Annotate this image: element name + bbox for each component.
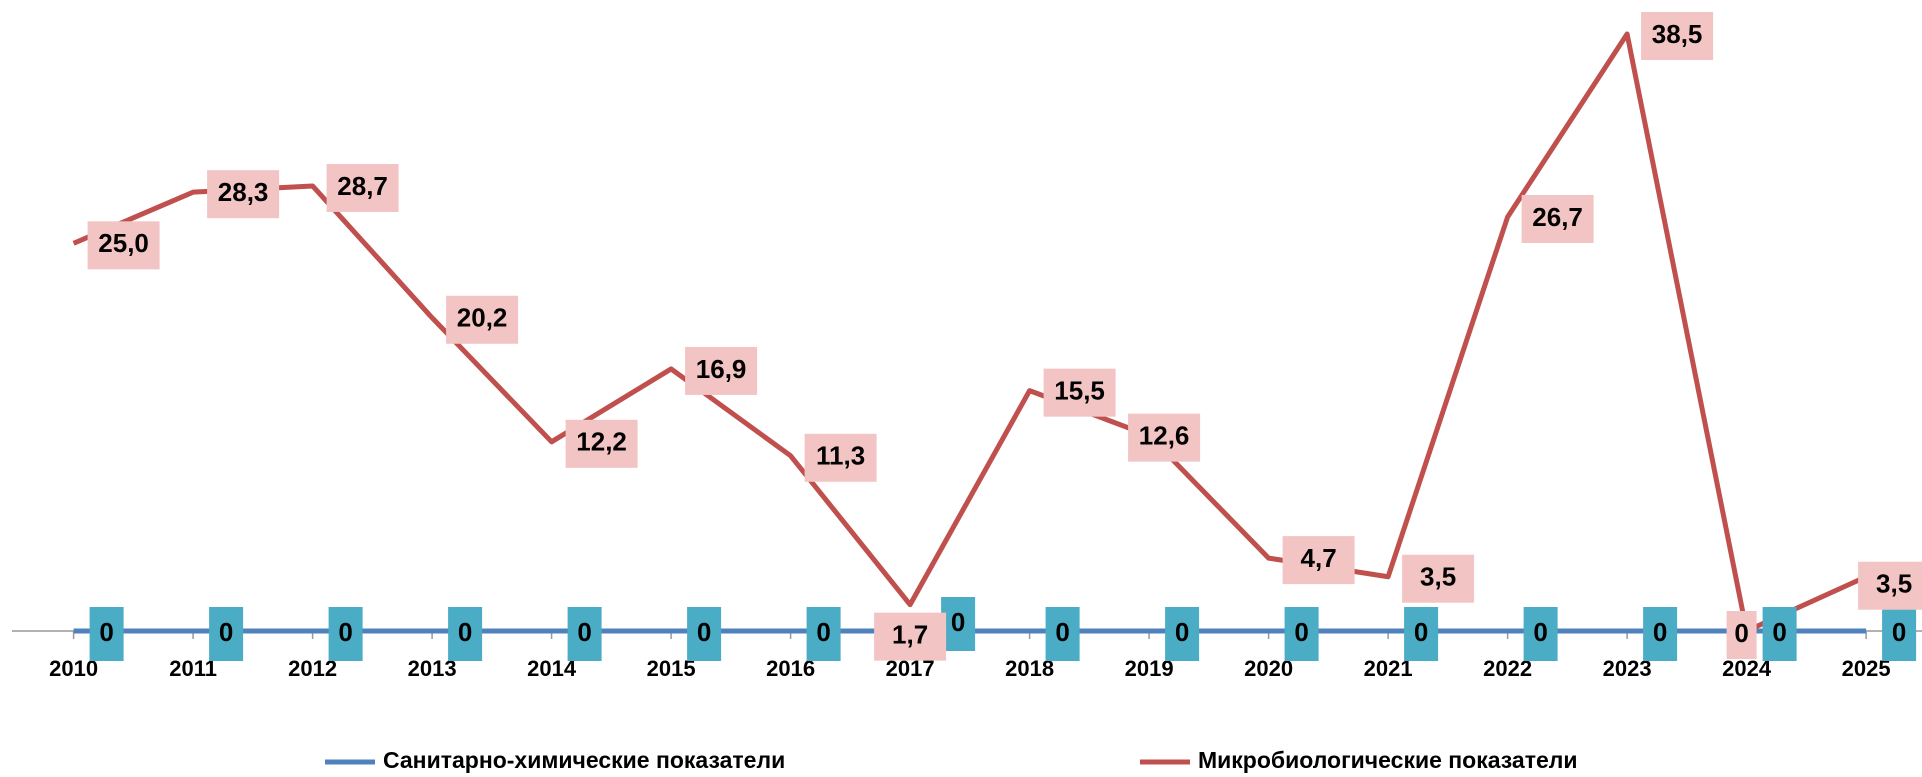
series-line: [72, 31, 1868, 634]
legend-label: Санитарно-химические показатели: [383, 747, 785, 773]
data-label-box: [1404, 607, 1439, 661]
data-label-box: [89, 607, 124, 661]
legend-label: Микробиологические показатели: [1198, 747, 1578, 773]
data-label-box: [1762, 607, 1797, 661]
data-label: 0: [1734, 618, 1748, 648]
data-label: 20,2: [457, 303, 508, 333]
data-label-box: [1882, 607, 1917, 661]
data-label: 4,7: [1301, 543, 1337, 573]
data-label-box: [941, 597, 976, 651]
data-label: 0: [1892, 617, 1906, 647]
data-label-box: [326, 163, 399, 212]
data-label: 16,9: [696, 354, 747, 384]
data-label-box: [448, 607, 483, 661]
data-label-box: [1523, 607, 1558, 661]
data-label: 11,3: [816, 441, 865, 471]
data-label: 0: [577, 617, 591, 647]
data-label: 0: [1533, 617, 1547, 647]
data-label: 0: [1294, 617, 1308, 647]
data-label-box: [87, 221, 160, 270]
data-label: 26,7: [1532, 202, 1583, 232]
data-label-box: [567, 607, 602, 661]
data-label-box: [1641, 12, 1714, 60]
data-label: 28,7: [337, 171, 388, 201]
data-label-box: [1045, 607, 1080, 661]
data-label-box: [1521, 194, 1594, 243]
data-label-box: [1282, 536, 1355, 585]
data-label: 0: [816, 617, 830, 647]
data-label-box: [1643, 607, 1678, 661]
data-label: 3,5: [1876, 569, 1912, 599]
data-label-box: [1165, 607, 1200, 661]
data-label: 0: [1414, 617, 1428, 647]
data-label: 28,3: [218, 177, 269, 207]
data-label: 0: [1175, 617, 1189, 647]
data-label-box: [1726, 611, 1757, 659]
data-label-box: [446, 295, 519, 344]
data-label: 0: [1653, 617, 1667, 647]
data-label-box: [1043, 368, 1116, 417]
data-label-box: [1858, 561, 1922, 610]
x-tick-label: 2011: [169, 656, 217, 681]
data-label-box: [1284, 607, 1319, 661]
data-label: 25,0: [98, 228, 149, 258]
data-label-box: [1402, 554, 1475, 603]
data-label-box: [687, 607, 722, 661]
data-label: 3,5: [1420, 562, 1456, 592]
data-label-box: [804, 433, 877, 482]
data-label: 12,2: [576, 427, 627, 457]
data-label: 0: [697, 617, 711, 647]
data-label-box: [565, 419, 638, 468]
data-label: 0: [99, 617, 113, 647]
data-label-box: [328, 607, 363, 661]
data-label: 38,5: [1652, 19, 1703, 49]
data-label: 1,7: [892, 620, 928, 650]
data-label: 0: [338, 617, 352, 647]
data-label: 15,5: [1054, 376, 1105, 406]
data-label-box: [806, 607, 841, 661]
data-label-box: [685, 346, 758, 395]
data-label: 12,6: [1139, 420, 1190, 450]
data-label-box: [209, 607, 244, 661]
data-label-box: [207, 170, 280, 219]
data-label: 0: [1772, 617, 1786, 647]
data-label: 0: [951, 607, 965, 637]
data-label-box: [1128, 413, 1201, 462]
data-label-box: [874, 612, 947, 661]
data-label: 0: [1055, 617, 1069, 647]
data-label: 0: [219, 617, 233, 647]
data-label: 0: [458, 617, 472, 647]
